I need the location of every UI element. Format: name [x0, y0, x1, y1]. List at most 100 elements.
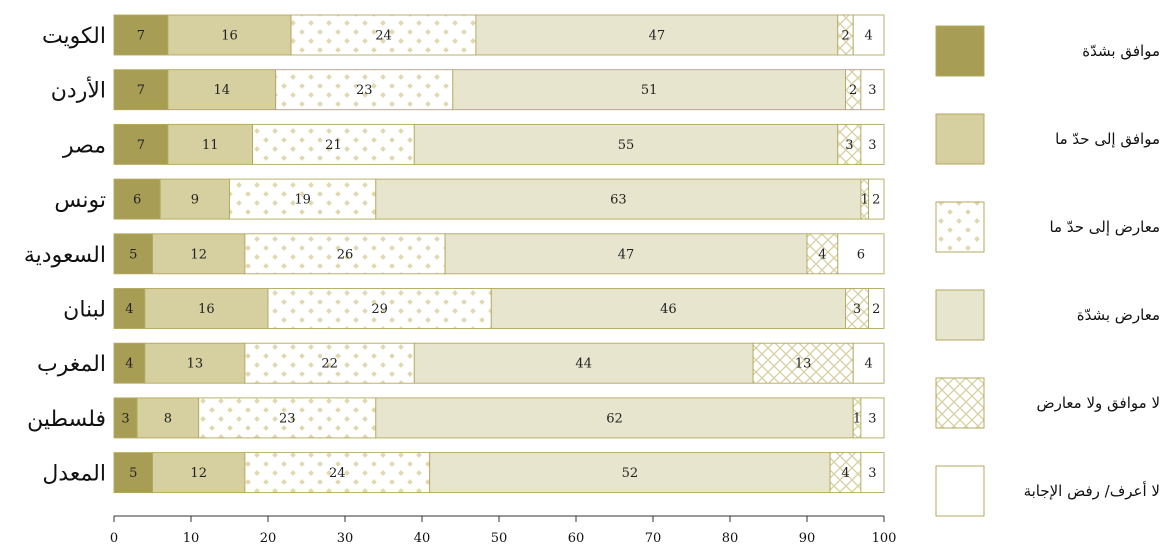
- legend-swatch: [935, 289, 985, 341]
- bar-segment: [244, 452, 431, 494]
- legend-swatch: [935, 465, 985, 517]
- segment-value-label: 52: [622, 466, 639, 481]
- segment-value-label: 24: [375, 29, 392, 44]
- bar-segment: [144, 342, 246, 384]
- bar-segment: [152, 233, 246, 275]
- segment-value-label: 14: [214, 83, 231, 98]
- category-label: فلسطين: [27, 407, 106, 432]
- segment-value-label: 3: [868, 466, 876, 481]
- bar-segment: [113, 123, 169, 165]
- legend-label: لا أعرف/ رفض الإجابة: [1024, 481, 1160, 500]
- segment-value-label: 3: [853, 302, 861, 317]
- bar-segment: [452, 69, 846, 111]
- legend-label: موافق إلى حدّ ما: [1055, 130, 1160, 148]
- segment-value-label: 19: [294, 193, 311, 208]
- segment-value-label: 16: [221, 29, 238, 44]
- bar-segment: [167, 123, 254, 165]
- legend: موافق بشدّة موافق إلى حدّ ما معارض إلى حدّ…: [935, 25, 1160, 517]
- x-axis: 0 10 20 30 40 50 60 70 80 90 100: [110, 515, 897, 546]
- segment-value-label: 47: [649, 29, 666, 44]
- bar-segment: [152, 452, 246, 494]
- segment-value-label: 4: [125, 357, 133, 372]
- segment-value-label: 2: [872, 302, 880, 317]
- segment-value-label: 13: [187, 357, 204, 372]
- segment-value-label: 5: [129, 247, 137, 262]
- x-tick-label: 60: [568, 531, 585, 546]
- legend-swatch: [935, 377, 985, 429]
- category-labels: الكويت الأردن مصر تونس السعودية لبنان المغرب فل…: [24, 24, 106, 487]
- segment-value-label: 7: [137, 29, 145, 44]
- bar-segment: [429, 452, 831, 494]
- bar-segment: [413, 123, 839, 165]
- bar-segment: [167, 14, 292, 56]
- segment-value-label: 24: [329, 466, 346, 481]
- segment-value-label: 2: [841, 29, 849, 44]
- segment-value-label: 12: [190, 466, 207, 481]
- x-tick-label: 20: [260, 531, 277, 546]
- x-tick-label: 30: [337, 531, 354, 546]
- category-label: الكويت: [42, 24, 106, 49]
- bar-segment: [275, 69, 454, 111]
- bar-segment: [113, 69, 169, 111]
- segment-value-label: 8: [164, 411, 172, 426]
- bar-segment: [113, 14, 169, 56]
- segment-value-label: 5: [129, 466, 137, 481]
- bar-segment: [868, 178, 885, 220]
- bar-segment: [244, 233, 446, 275]
- segment-value-label: 1: [861, 193, 869, 208]
- x-tick-label: 40: [414, 531, 431, 546]
- bar-segment: [752, 342, 854, 384]
- segment-value-label: 9: [191, 193, 199, 208]
- bar-segment: [490, 288, 846, 329]
- segment-value-label: 6: [133, 193, 141, 208]
- x-tick-label: 90: [799, 531, 816, 546]
- bar-segment: [375, 178, 862, 220]
- legend-swatch: [935, 25, 985, 77]
- bar-segment: [475, 14, 839, 56]
- bar-segment: [860, 397, 885, 439]
- bar-segment: [860, 123, 885, 165]
- bars-group: 7 16 24 47 2 47 14 23 51 2 37 11 21 55 3 36 9 19 63 1 25 12 26…: [113, 14, 885, 494]
- bar-segment: [852, 14, 885, 56]
- segment-value-label: 3: [868, 83, 876, 98]
- legend-swatch: [935, 201, 985, 253]
- segment-value-label: 3: [121, 411, 129, 426]
- bar-segment: [159, 178, 230, 220]
- x-tick-label: 0: [110, 531, 118, 546]
- bar-segment: [829, 452, 862, 494]
- x-tick-label: 10: [183, 531, 200, 546]
- segment-value-label: 2: [849, 83, 857, 98]
- segment-value-label: 4: [818, 247, 826, 262]
- x-tick-label: 100: [872, 531, 897, 546]
- bar-segment: [806, 233, 839, 275]
- bar-segment: [868, 288, 885, 329]
- category-label: السعودية: [24, 243, 106, 268]
- bar-segment: [244, 342, 415, 384]
- segment-value-label: 13: [795, 357, 812, 372]
- segment-value-label: 11: [202, 138, 219, 153]
- legend-label: معارض بشدّة: [1077, 306, 1160, 324]
- bar-segment: [860, 452, 885, 494]
- segment-value-label: 16: [198, 302, 215, 317]
- bar-segment: [290, 14, 477, 56]
- category-label: لبنان: [63, 298, 106, 323]
- legend-label: معارض إلى حدّ ما: [1049, 218, 1160, 236]
- category-label: المغرب: [37, 352, 106, 377]
- segment-value-label: 12: [190, 247, 207, 262]
- segment-value-label: 4: [864, 357, 872, 372]
- x-tick-label: 70: [645, 531, 662, 546]
- category-label: مصر: [62, 133, 106, 158]
- segment-value-label: 6: [857, 247, 865, 262]
- bar-segment: [113, 233, 153, 275]
- segment-value-label: 2: [872, 193, 880, 208]
- segment-value-label: 46: [660, 302, 677, 317]
- bar-segment: [144, 288, 269, 329]
- segment-value-label: 63: [610, 193, 627, 208]
- legend-label: لا موافق ولا معارض: [1036, 394, 1160, 412]
- bar-segment: [167, 69, 277, 111]
- bar-segment: [375, 397, 854, 439]
- bar-segment: [113, 288, 146, 329]
- segment-value-label: 4: [864, 29, 872, 44]
- segment-value-label: 51: [641, 83, 658, 98]
- segment-value-label: 4: [125, 302, 133, 317]
